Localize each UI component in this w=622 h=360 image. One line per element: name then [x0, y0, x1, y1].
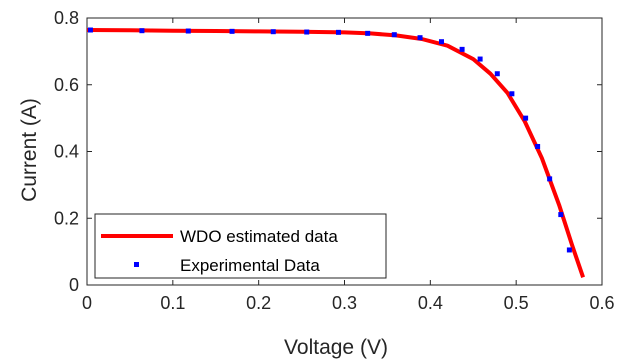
legend: WDO estimated data Experimental Data — [94, 213, 387, 279]
legend-label-experimental: Experimental Data — [180, 256, 320, 275]
x-tick-label: 0 — [82, 293, 92, 313]
x-tick-label: 0.1 — [160, 293, 185, 313]
y-tick-label: 0.4 — [54, 142, 79, 162]
data-point-experimental — [304, 29, 310, 35]
x-tick-label: 0.2 — [246, 293, 271, 313]
data-point-experimental — [87, 27, 93, 33]
data-point-experimental — [566, 247, 572, 253]
data-point-experimental — [477, 56, 483, 62]
y-tick-label: 0.8 — [54, 8, 79, 28]
data-point-experimental — [270, 29, 276, 35]
data-point-experimental — [438, 39, 444, 45]
y-axis-label: Current (A) — [18, 98, 41, 202]
data-point-experimental — [185, 28, 191, 34]
data-point-experimental — [335, 29, 341, 35]
x-tick-label: 0.5 — [504, 293, 529, 313]
y-tick-label: 0.6 — [54, 75, 79, 95]
data-point-experimental — [417, 35, 423, 41]
data-point-experimental — [391, 32, 397, 38]
legend-swatch-marker — [134, 262, 139, 267]
x-tick-label: 0.4 — [418, 293, 443, 313]
data-point-experimental — [509, 91, 515, 97]
data-point-experimental — [523, 115, 529, 121]
y-tick-label: 0 — [69, 275, 79, 295]
legend-box — [94, 213, 387, 279]
x-tick-label: 0.6 — [589, 293, 614, 313]
x-tick-label: 0.3 — [332, 293, 357, 313]
data-point-experimental — [139, 28, 145, 34]
data-point-experimental — [229, 28, 235, 34]
y-tick-label: 0.2 — [54, 208, 79, 228]
data-point-experimental — [558, 212, 564, 218]
series-layer — [86, 27, 585, 278]
data-point-experimental — [365, 30, 371, 36]
data-point-experimental — [535, 143, 541, 149]
x-axis-label: Voltage (V) — [284, 336, 388, 359]
data-point-experimental — [494, 71, 500, 77]
legend-label-estimated: WDO estimated data — [180, 227, 338, 246]
ticks-layer: 0 0.1 0.2 0.3 0.4 0.5 0.6 0 0.2 0.4 0.6 0.8 — [54, 8, 615, 313]
data-point-experimental — [547, 176, 553, 182]
data-point-experimental — [459, 46, 465, 52]
